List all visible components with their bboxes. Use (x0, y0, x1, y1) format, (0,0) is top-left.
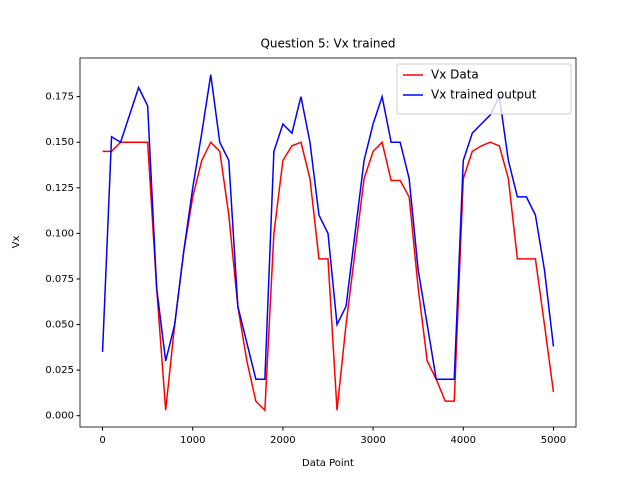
x-tick-label: 3000 (360, 435, 385, 446)
x-axis-label: Data Point (302, 458, 354, 469)
y-tick-label: 0.100 (45, 228, 74, 239)
y-tick-label: 0.050 (45, 320, 74, 331)
plot-frame (79, 57, 577, 428)
y-tick-label: 0.150 (45, 137, 74, 148)
x-tick-label: 5000 (541, 435, 566, 446)
y-tick-label: 0.125 (45, 183, 74, 194)
x-tick-label: 4000 (451, 435, 476, 446)
chart-title: Question 5: Vx trained (260, 37, 395, 51)
legend-box (396, 63, 572, 115)
x-tick-label: 0 (99, 435, 105, 446)
y-tick-label: 0.025 (45, 365, 74, 376)
x-tick-label: 2000 (270, 435, 295, 446)
legend-label: Vx trained output (431, 88, 537, 102)
x-tick-label: 1000 (180, 435, 205, 446)
y-tick-label: 0.175 (45, 92, 74, 103)
data-line (101, 74, 555, 380)
y-axis-label: Vx (11, 236, 22, 249)
y-tick-label: 0.075 (45, 274, 74, 285)
legend-label: Vx Data (431, 68, 479, 82)
y-tick-label: 0.000 (45, 411, 74, 422)
